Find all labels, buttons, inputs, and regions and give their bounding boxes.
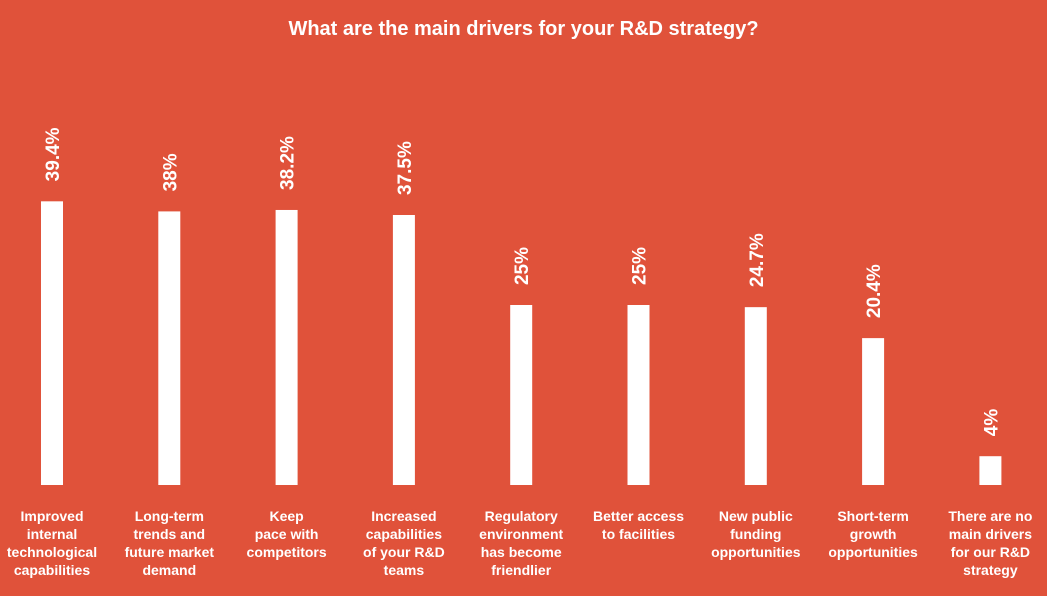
value-label: 24.7% — [747, 233, 768, 287]
category-label: Better access to facilities — [592, 508, 685, 542]
chart-title: What are the main drivers for your R&D s… — [288, 18, 759, 40]
value-label: 38% — [160, 153, 181, 191]
category-label: New public funding opportunities — [711, 508, 801, 560]
category-label: Keep pace with competitors — [246, 508, 327, 560]
value-label: 38.2% — [278, 136, 299, 190]
value-label: 39.4% — [43, 127, 64, 181]
bar — [275, 209, 298, 485]
category-label: Regulatory environment has become friend… — [479, 508, 564, 578]
category-label: Long-term trends and future market deman… — [124, 508, 215, 578]
value-label: 20.4% — [864, 264, 885, 318]
value-label: 4% — [981, 409, 1002, 437]
category-label: There are no main drivers for our R&D st… — [948, 508, 1033, 578]
category-label: Increased capabilities of your R&D teams — [363, 508, 445, 578]
bar — [627, 305, 650, 485]
bar — [392, 215, 415, 485]
bar — [979, 456, 1002, 485]
bar — [862, 338, 885, 485]
value-label: 25% — [512, 247, 533, 285]
category-label: Short-term growth opportunities — [828, 508, 918, 560]
category-label: Improved internal technological capabili… — [6, 508, 98, 578]
value-label: 25% — [630, 247, 651, 285]
bar — [510, 305, 533, 485]
bar — [158, 211, 181, 485]
bar — [744, 307, 767, 485]
value-label: 37.5% — [395, 141, 416, 195]
bar — [41, 201, 63, 485]
